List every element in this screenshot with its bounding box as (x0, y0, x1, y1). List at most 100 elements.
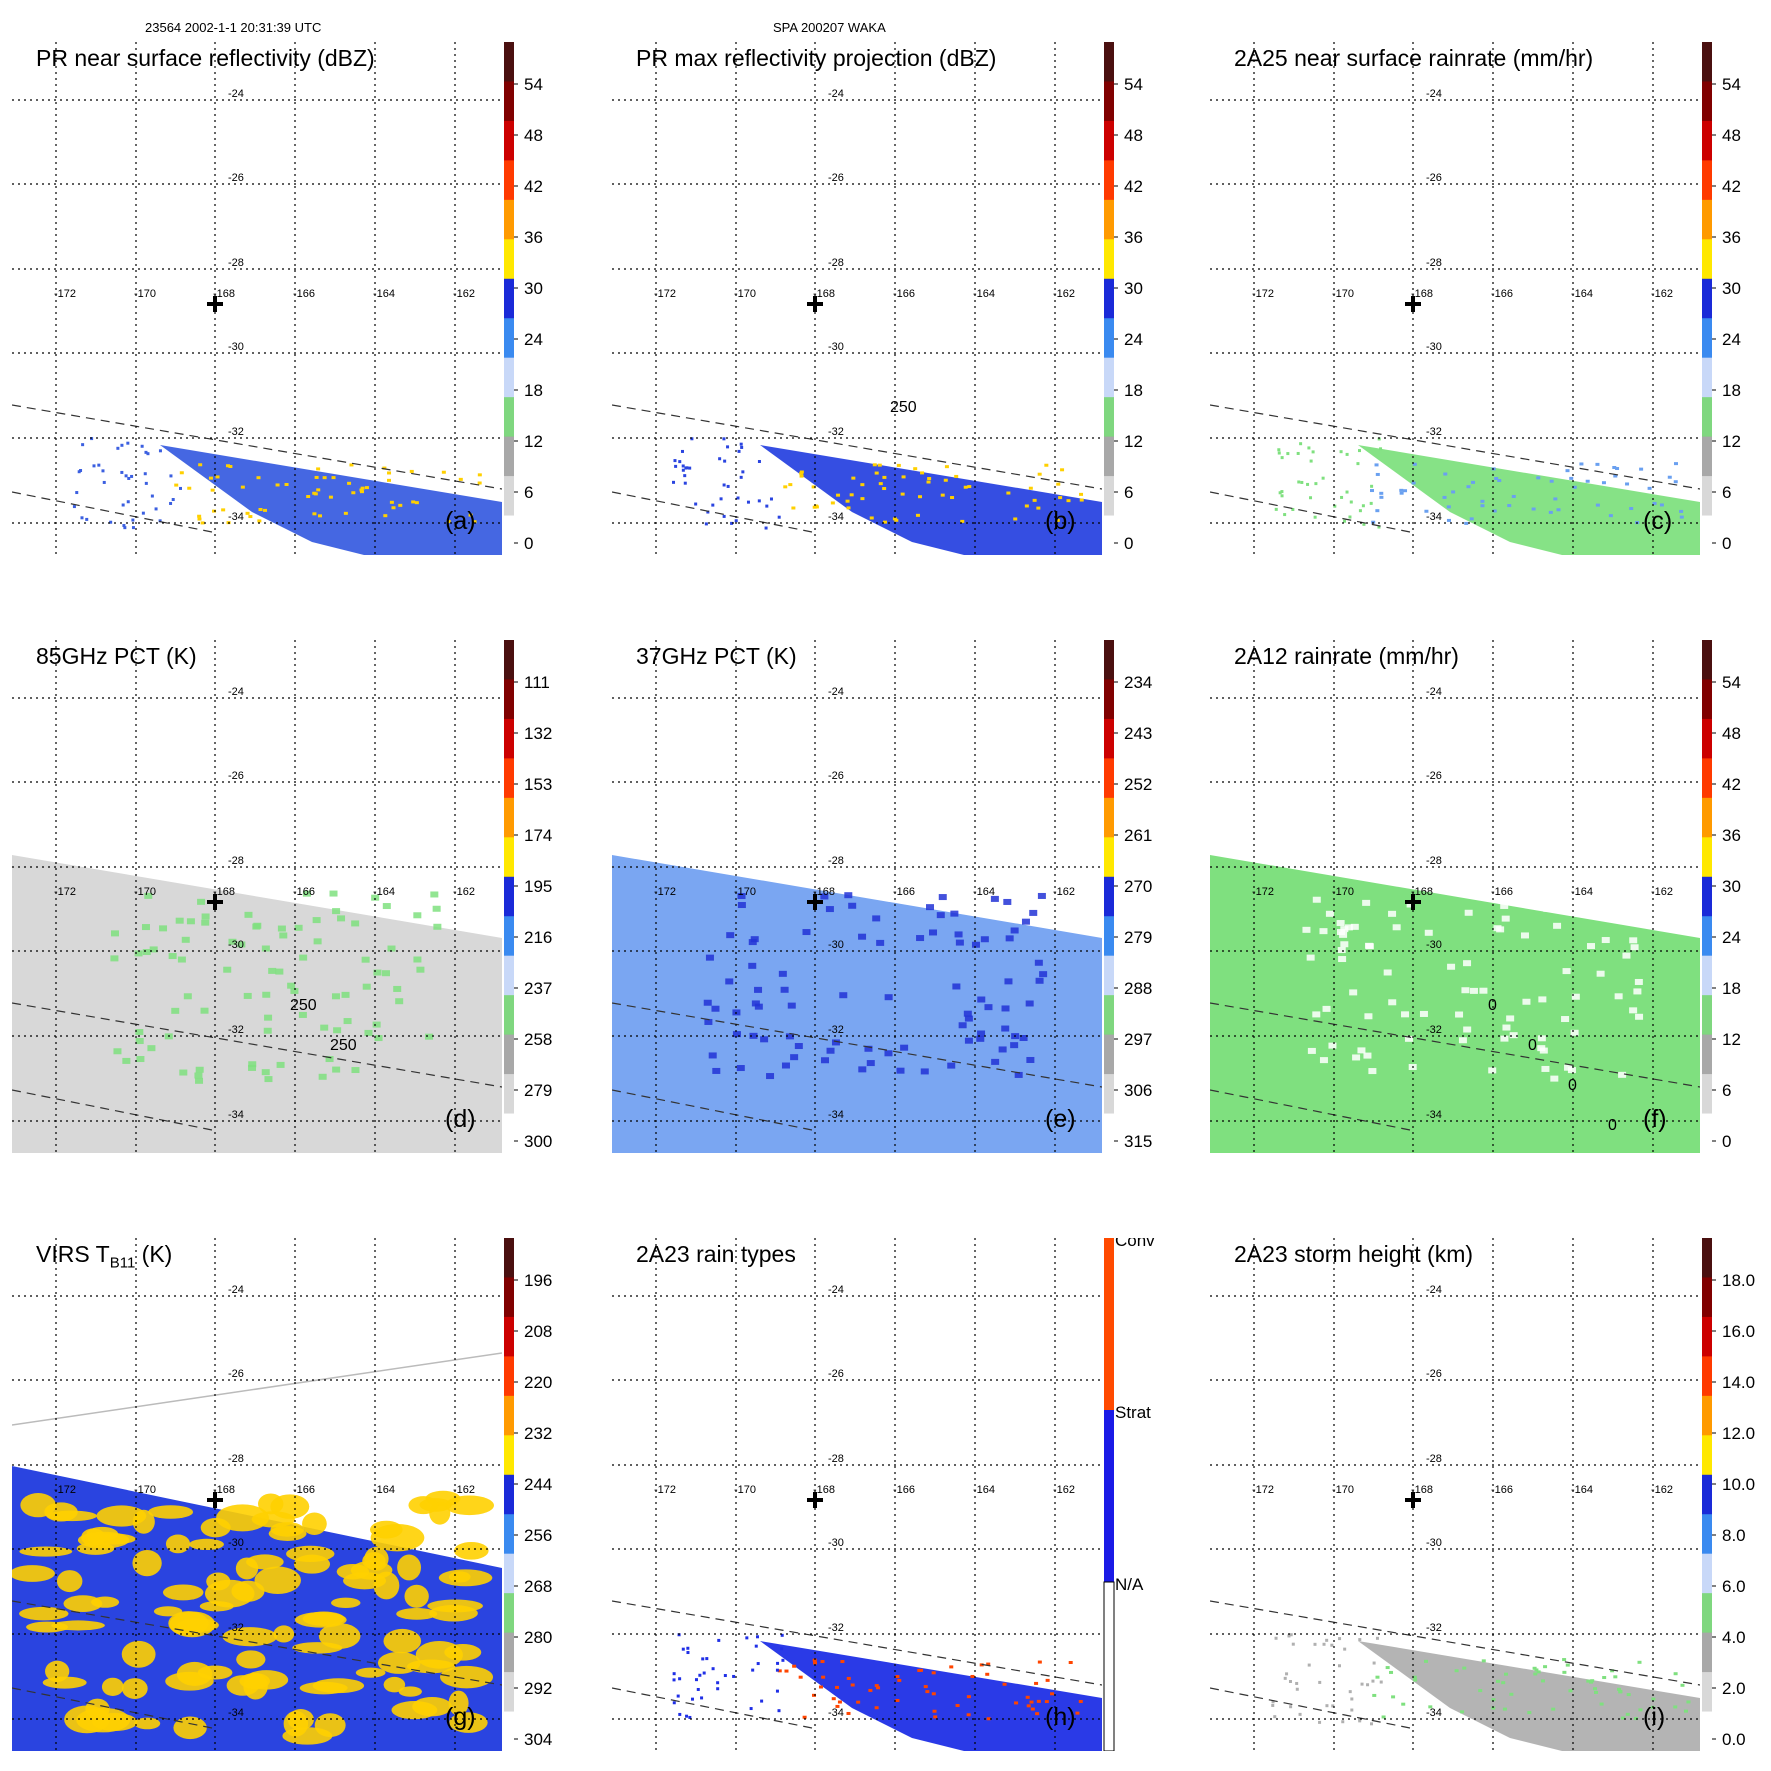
swath-cell (159, 925, 168, 932)
swath-cell (1522, 998, 1531, 1005)
rain-speck (711, 503, 715, 507)
rain-cell (1491, 467, 1496, 471)
rain-cell (932, 1709, 937, 1713)
swath-cell (703, 999, 712, 1006)
swath-cell (425, 1033, 434, 1040)
swath-cell (954, 931, 963, 938)
cloud-cell (404, 1584, 429, 1608)
rain-cell (1013, 517, 1018, 521)
swath-cell (1500, 902, 1509, 909)
rain-cell (208, 476, 213, 480)
rain-speck (131, 518, 135, 522)
rain-cell (1527, 1711, 1532, 1715)
rain-speck (741, 470, 745, 474)
swath-cell (947, 1062, 956, 1069)
rain-cell (1549, 479, 1554, 483)
rain-speck (1295, 1687, 1299, 1691)
title-rest: (K) (135, 1241, 173, 1267)
swath-cell (243, 992, 252, 999)
rain-speck (1288, 1679, 1292, 1683)
rain-cell (895, 1675, 900, 1679)
rain-cell (1401, 1702, 1406, 1706)
rain-cell (1399, 491, 1404, 495)
map-f: 0 0 0 0 -24 -26 -28 -30 -32 -34 -172 -170 -168 -166 -1… (1210, 640, 1700, 1153)
storm-center-marker (1405, 1492, 1421, 1508)
rain-cell (1372, 1693, 1377, 1697)
swath-cell (831, 1039, 840, 1046)
swath-cell (781, 1062, 790, 1069)
colorbar-segment (1702, 1553, 1712, 1594)
colorbar-label: 54 (1124, 75, 1143, 94)
colorbar-label: 195 (524, 877, 552, 896)
lat-label: -24 (228, 686, 244, 698)
swath-cell (858, 1066, 867, 1073)
storm-center-marker (207, 894, 223, 910)
rain-speck (130, 474, 134, 478)
cloud-cell (286, 1545, 335, 1562)
colorbar-label: 18 (1722, 979, 1741, 998)
rain-speck (780, 1647, 784, 1651)
colorbar-segment (1104, 640, 1114, 680)
swath-cell (1404, 1035, 1413, 1042)
rain-speck (688, 466, 692, 470)
swath-cell (200, 1007, 209, 1014)
rain-speck (722, 483, 726, 487)
colorbar-label: 288 (1124, 979, 1152, 998)
rain-cell (414, 501, 419, 505)
cloud-cell (176, 1661, 213, 1686)
swath-cell (998, 1046, 1007, 1053)
swath-cell (1464, 909, 1473, 916)
colorbar-segment (504, 1238, 514, 1278)
swath-edge-line (1210, 1687, 1411, 1729)
swath-cell (711, 1005, 720, 1012)
rain-speck (775, 1668, 779, 1672)
colorbar-segment (504, 1514, 514, 1555)
rain-speck (1358, 509, 1362, 513)
rain-cell (1036, 1699, 1041, 1703)
rain-cell (967, 485, 972, 489)
swath-cell (1543, 893, 1552, 900)
rain-speck (140, 444, 144, 448)
swath-cell (413, 912, 422, 919)
rain-cell (1679, 515, 1684, 519)
rain-cell (831, 1697, 836, 1701)
swath-cell (900, 1044, 909, 1051)
swath-cell (754, 986, 763, 993)
colorbar-segment (1702, 81, 1712, 122)
panel-label: (a) (445, 507, 476, 535)
rain-cell (1413, 1678, 1418, 1682)
lat-label: -32 (828, 1622, 844, 1634)
lon-label: -162 (1053, 288, 1075, 300)
rain-cell (1424, 1659, 1429, 1663)
rain-speck (718, 457, 722, 461)
rain-speck (1348, 515, 1352, 519)
lon-label: -172 (54, 288, 76, 300)
rain-speck (775, 1689, 779, 1693)
colorbar-label: 42 (1722, 177, 1741, 196)
rain-speck (1370, 484, 1374, 488)
rain-cell (1056, 482, 1061, 486)
colorbar-label: 252 (1124, 775, 1152, 794)
swath-cell (1526, 890, 1535, 897)
rain-speck (1357, 449, 1361, 453)
rain-speck (696, 1687, 700, 1691)
colorbar-segment (1702, 1672, 1712, 1713)
rain-speck (686, 1646, 690, 1650)
swath-cell (1520, 932, 1529, 939)
swath-cell (1401, 1011, 1410, 1018)
rain-speck (1362, 522, 1366, 526)
panel-title: 85GHz PCT (K) (36, 643, 197, 669)
swath-edge-line (12, 1600, 502, 1686)
swath-cell (896, 1067, 905, 1074)
lat-label: -34 (228, 511, 244, 523)
cloud-cell (63, 1595, 103, 1612)
lat-label: -32 (828, 426, 844, 438)
rain-cell (860, 497, 865, 501)
swath-cell (1026, 1056, 1035, 1063)
rain-cell (1651, 1697, 1656, 1701)
colorbar-label: 36 (1722, 826, 1741, 845)
colorbar-segment (1104, 1410, 1114, 1582)
colorbar-segment (504, 357, 514, 398)
rain-cell (1612, 466, 1617, 470)
colorbar-label: 279 (524, 1081, 552, 1100)
